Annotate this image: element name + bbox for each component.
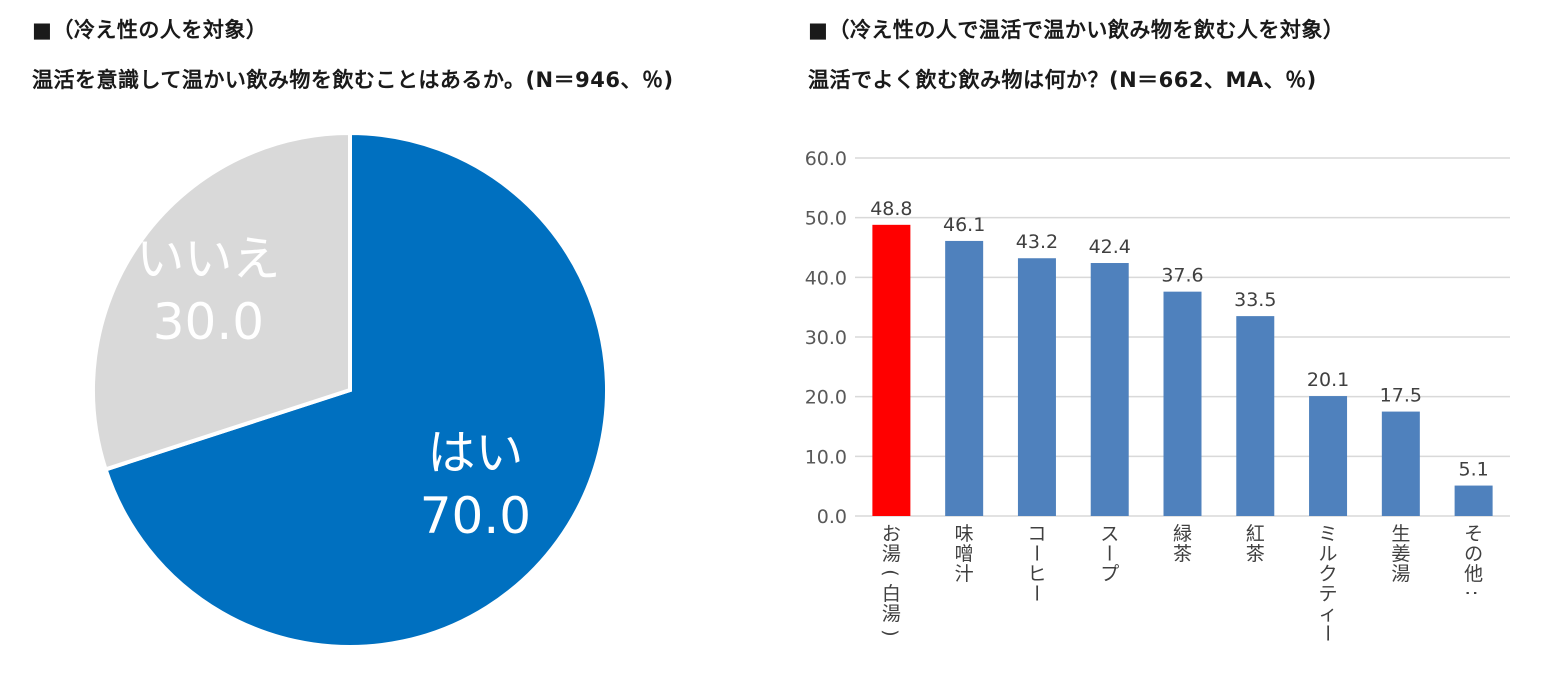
y-tick-label: 60.0 <box>805 148 847 170</box>
category-label-char: 茶 <box>1173 543 1192 565</box>
category-label-char: 噌 <box>955 543 974 565</box>
right-chart-question: 温活でよく飲む飲み物は何か？(N＝662、MA、％) <box>808 68 1317 92</box>
category-label-char: 白 <box>882 583 901 605</box>
category-label-char: 味 <box>955 523 974 545</box>
category-label-char: ヒ <box>1027 563 1046 585</box>
y-tick-label: 10.0 <box>805 446 847 468</box>
data-label: 42.4 <box>1089 236 1131 258</box>
bar <box>1090 263 1129 516</box>
category-label-char: ) <box>879 629 901 636</box>
category-label-char: 緑 <box>1173 523 1192 545</box>
right-chart-heading: ■（冷え性の人で温活で温かい飲み物を飲む人を対象） <box>808 18 1345 42</box>
data-label: 20.1 <box>1307 369 1349 391</box>
pie-slice-yes <box>103 130 609 649</box>
data-label: 48.8 <box>870 198 912 220</box>
category-label-char: そ <box>1464 523 1483 545</box>
pie-value-label: 30.0 <box>153 293 264 351</box>
left-chart-heading: ■（冷え性の人を対象） <box>32 18 268 42</box>
bar <box>1017 258 1056 516</box>
category-label-char: ク <box>1319 563 1338 585</box>
category-label-char: 他 <box>1464 563 1483 585</box>
y-tick-label: 50.0 <box>805 208 847 230</box>
category-label-char: ( <box>879 569 901 576</box>
category-label-char: お <box>882 523 901 545</box>
category-label-char: ー <box>1098 543 1120 562</box>
bar <box>1236 316 1275 516</box>
data-label: 37.6 <box>1161 265 1203 287</box>
category-label-char: ス <box>1100 523 1119 545</box>
category-label-char: ィ <box>1319 603 1338 625</box>
category-label-char: : <box>1462 590 1484 596</box>
pie-category-label: はい <box>427 425 523 481</box>
pie-slice-no <box>91 130 352 472</box>
category-label-char: 湯 <box>1391 563 1410 585</box>
category-label-char: 茶 <box>1246 543 1265 565</box>
category-label-char: の <box>1464 543 1483 565</box>
bar <box>1381 411 1420 516</box>
bar <box>1309 396 1348 516</box>
data-label: 33.5 <box>1234 289 1276 311</box>
category-label-char: コ <box>1027 523 1046 545</box>
pie-category-label: いいえ <box>136 231 280 287</box>
bar <box>1454 485 1493 516</box>
y-tick-label: 0.0 <box>817 506 847 528</box>
data-label: 43.2 <box>1016 231 1058 253</box>
category-label-char: ー <box>1025 583 1047 602</box>
category-label-char: 湯 <box>882 543 901 565</box>
category-label-char: 姜 <box>1391 543 1410 565</box>
data-label: 17.5 <box>1380 385 1422 407</box>
y-tick-label: 20.0 <box>805 387 847 409</box>
category-label-char: ル <box>1319 543 1338 565</box>
data-label: 5.1 <box>1459 459 1489 481</box>
bar <box>945 240 984 517</box>
y-tick-label: 30.0 <box>805 327 847 349</box>
category-label-char: 紅 <box>1246 523 1265 545</box>
category-label-char: ー <box>1025 543 1047 562</box>
pie-value-label: 70.0 <box>420 487 531 545</box>
y-tick-label: 40.0 <box>805 267 847 289</box>
data-label: 46.1 <box>943 214 985 236</box>
bar <box>872 224 911 516</box>
category-label-char: 生 <box>1391 523 1410 545</box>
bar <box>1163 291 1202 516</box>
left-chart-question: 温活を意識して温かい飲み物を飲むことはあるか。(N＝946、％) <box>32 68 674 92</box>
category-label-char: ー <box>1316 623 1338 642</box>
category-label-char: プ <box>1100 563 1119 585</box>
category-label-char: 湯 <box>882 603 901 625</box>
category-label-char: テ <box>1319 583 1338 605</box>
category-label-char: ミ <box>1319 523 1338 545</box>
category-label-char: 汁 <box>955 563 974 585</box>
